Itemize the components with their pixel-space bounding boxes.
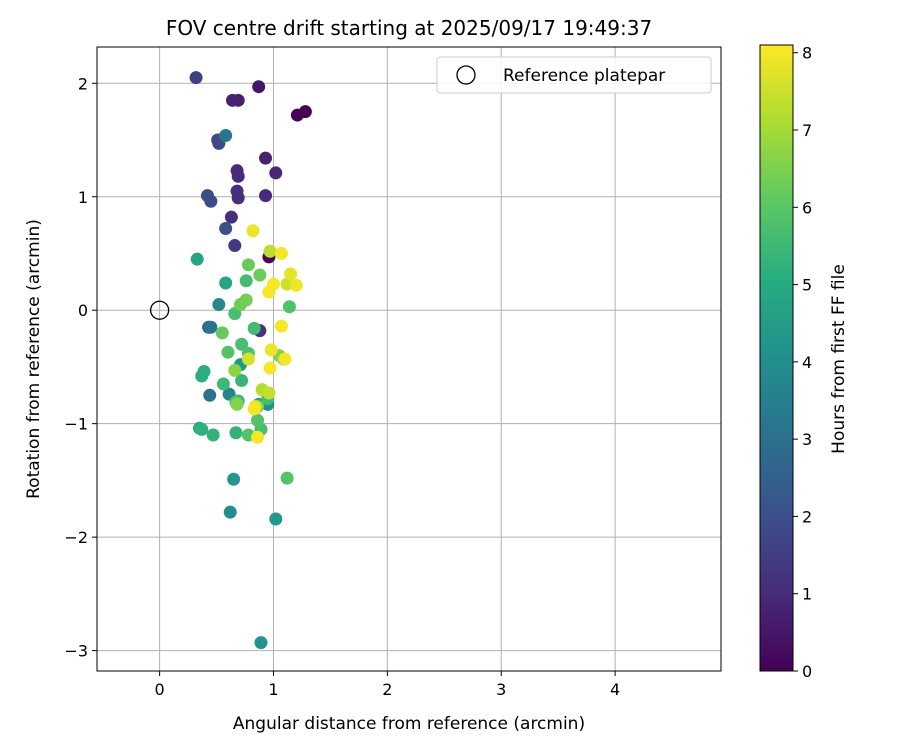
scatter-point	[264, 343, 278, 357]
y-tick-label: 2	[78, 74, 88, 93]
grid	[97, 47, 721, 671]
colorbar-tick-label: 6	[802, 198, 812, 217]
scatter-point	[235, 374, 249, 388]
scatter-point	[235, 337, 249, 351]
y-tick-label: −3	[64, 642, 88, 661]
colorbar-tick-label: 0	[802, 662, 812, 681]
y-tick-label: 1	[78, 188, 88, 207]
scatter-point	[239, 293, 253, 307]
y-axis-ticks: −3 −2 −1 0 1 2	[64, 74, 97, 661]
reference-point-marker	[149, 300, 170, 320]
scatter-point	[231, 191, 245, 205]
scatter-point	[289, 278, 303, 292]
scatter-point	[215, 326, 229, 340]
scatter-point	[221, 345, 235, 359]
colorbar-tick-label: 8	[802, 44, 812, 63]
scatter-point	[254, 636, 268, 650]
scatter-point	[195, 369, 209, 383]
chart-title: FOV centre drift starting at 2025/09/17 …	[166, 16, 652, 40]
x-tick-label: 0	[155, 680, 165, 699]
scatter-point	[274, 246, 288, 260]
y-tick-label: −1	[64, 415, 88, 434]
scatter-point	[251, 413, 265, 427]
colorbar-tick-label: 5	[802, 276, 812, 295]
plot-area: 0 1 2 3 4 −3 −2 −1 0 1 2 Reference platepar	[64, 46, 722, 699]
x-tick-label: 3	[496, 680, 506, 699]
scatter-point	[269, 512, 283, 526]
colorbar: 0 1 2 3 4 5 6 7 8 Hours from first FF file	[759, 44, 849, 681]
scatter-point	[229, 426, 243, 440]
scatter-point	[284, 267, 298, 281]
scatter-point	[203, 388, 217, 402]
scatter-point	[228, 239, 242, 253]
x-tick-label: 4	[610, 680, 620, 699]
colorbar-gradient	[760, 45, 793, 671]
colorbar-frame	[759, 44, 794, 672]
scatter-point	[195, 422, 209, 436]
scatter-point	[219, 128, 233, 142]
x-axis-label: Angular distance from reference (arcmin)	[233, 714, 585, 734]
scatter-point	[278, 352, 292, 366]
scatter-point	[223, 505, 237, 519]
scatter-point	[230, 397, 244, 411]
y-tick-label: 0	[78, 301, 88, 320]
legend-entry-reference: Reference platepar	[503, 66, 665, 86]
x-axis-ticks: 0 1 2 3 4	[155, 671, 620, 699]
plot-background	[97, 47, 721, 671]
scatter-point	[247, 321, 261, 335]
scatter-point	[241, 258, 255, 272]
scatter-point	[241, 352, 255, 366]
scatter-point	[216, 377, 230, 391]
colorbar-tick-label: 4	[802, 353, 812, 372]
y-tick-label: −2	[64, 528, 88, 547]
x-tick-label: 2	[382, 680, 392, 699]
scatter-point	[239, 274, 253, 288]
scatter-point	[247, 402, 261, 416]
scatter-point	[231, 169, 245, 183]
scatter-point	[280, 471, 294, 485]
scatter-point	[227, 472, 241, 486]
scatter-point	[259, 151, 273, 165]
scatter-point	[274, 319, 288, 333]
scatter-points	[189, 71, 312, 650]
scatter-point	[204, 320, 218, 334]
y-axis-label: Rotation from reference (arcmin)	[24, 219, 44, 499]
plot-frame	[96, 46, 722, 672]
scatter-point	[263, 244, 277, 258]
legend-marker-icon	[456, 65, 476, 85]
legend: Reference platepar	[436, 56, 712, 94]
scatter-point	[219, 276, 233, 290]
scatter-point	[290, 108, 304, 122]
scatter-point	[253, 268, 267, 282]
scatter-point	[269, 166, 283, 180]
scatter-point	[246, 224, 260, 238]
scatter-point	[206, 428, 220, 442]
scatter-point	[228, 363, 242, 377]
scatter-point	[204, 194, 218, 208]
colorbar-label: Hours from first FF file	[829, 264, 849, 454]
scatter-point	[263, 361, 277, 375]
scatter-point	[251, 430, 265, 444]
colorbar-tick-label: 2	[802, 507, 812, 526]
legend-box	[436, 56, 712, 94]
colorbar-tick-label: 3	[802, 430, 812, 449]
scatter-point	[224, 210, 238, 224]
scatter-point	[262, 386, 276, 400]
scatter-point	[212, 298, 226, 312]
scatter-point	[190, 252, 204, 266]
scatter-point	[259, 189, 273, 203]
colorbar-ticks: 0 1 2 3 4 5 6 7 8	[793, 44, 812, 681]
x-tick-label: 1	[268, 680, 278, 699]
colorbar-tick-label: 7	[802, 121, 812, 140]
colorbar-tick-label: 1	[802, 585, 812, 604]
scatter-point	[262, 285, 276, 299]
scatter-point	[226, 93, 240, 107]
scatter-point	[252, 80, 266, 94]
scatter-point	[219, 222, 233, 236]
scatter-point	[282, 300, 296, 314]
scatter-point	[189, 71, 203, 85]
